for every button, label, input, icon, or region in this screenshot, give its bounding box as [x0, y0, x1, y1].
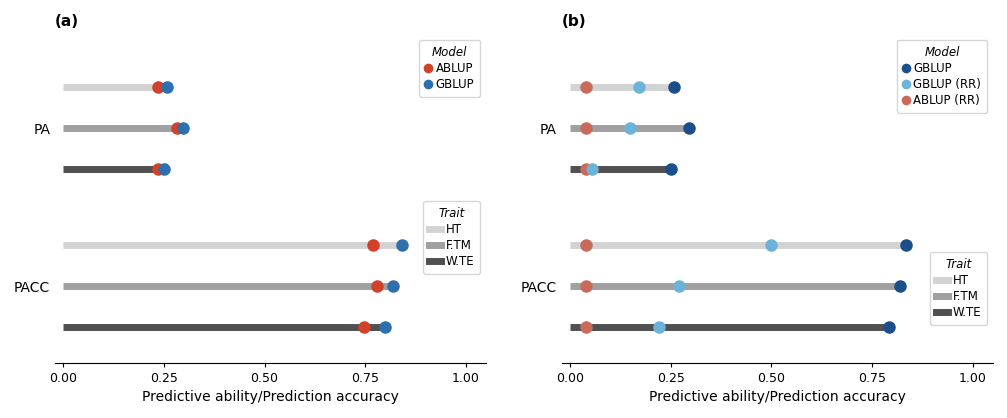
Legend: HT, F.TM, W.TE: HT, F.TM, W.TE — [930, 252, 987, 324]
Legend: HT, F.TM, W.TE: HT, F.TM, W.TE — [423, 201, 480, 274]
X-axis label: Predictive ability/Prediction accuracy: Predictive ability/Prediction accuracy — [650, 390, 906, 404]
X-axis label: Predictive ability/Prediction accuracy: Predictive ability/Prediction accuracy — [142, 390, 399, 404]
Text: (b): (b) — [562, 14, 587, 29]
Text: (a): (a) — [55, 14, 80, 29]
